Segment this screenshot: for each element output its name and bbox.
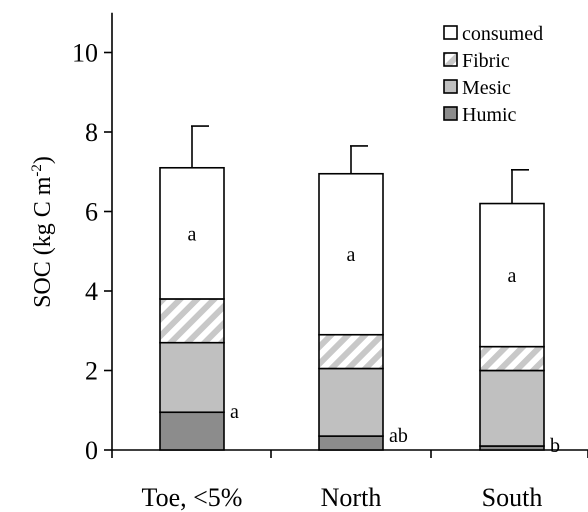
y-tick-label: 10	[72, 39, 98, 68]
y-axis-title-close: )	[30, 156, 56, 164]
legend-label-consumed: consumed	[462, 23, 543, 45]
error-bars	[191, 125, 529, 204]
bars	[159, 166, 545, 451]
legend-swatch-humic	[443, 106, 458, 121]
legend-label-mesic: Mesic	[462, 77, 511, 99]
x-axis: Toe, <5% North South	[111, 449, 588, 512]
legend: consumed Fibric Mesic Humic	[443, 23, 543, 126]
consumed-significance-label: a	[347, 244, 356, 266]
y-axis-title: SOC (kg C m-2)	[29, 156, 56, 308]
y-axis-title-main: SOC (kg C m	[30, 176, 56, 308]
y-tick-label: 6	[85, 198, 98, 227]
bar-segment-consumed	[318, 172, 384, 336]
y-tick-label: 2	[85, 357, 98, 386]
consumed-significance-label: a	[188, 223, 197, 245]
legend-swatch-mesic	[443, 79, 458, 94]
x-tick-label: North	[321, 483, 382, 512]
y-tick-label: 0	[85, 436, 98, 465]
legend-label-humic: Humic	[462, 104, 517, 126]
bar-segment-consumed	[479, 202, 545, 348]
bar-segment-mesic	[318, 367, 384, 437]
legend-swatch-consumed	[443, 25, 458, 40]
y-axis-title-superscript: -2	[29, 164, 45, 177]
humic-significance-label: b	[550, 435, 560, 457]
bar-segment-humic	[159, 411, 225, 451]
bar-segment-fibric	[479, 345, 545, 372]
bar-segment-fibric	[159, 298, 225, 344]
consumed-significance-label: a	[508, 265, 517, 287]
bar-segment-mesic	[479, 369, 545, 447]
humic-significance-label: a	[230, 401, 239, 423]
y-tick-label: 4	[85, 277, 98, 306]
x-tick-label: Toe, <5%	[142, 483, 243, 512]
legend-label-fibric: Fibric	[462, 50, 510, 72]
y-tick-label: 8	[85, 118, 98, 147]
bar-segment-humic	[318, 435, 384, 451]
y-axis: 0 2 4 6 8 10	[72, 12, 113, 465]
humic-significance-label: ab	[389, 425, 408, 447]
legend-swatch-fibric	[443, 52, 458, 67]
bar-segment-fibric	[318, 333, 384, 370]
bar-segment-consumed	[159, 166, 225, 300]
x-tick-label: South	[482, 483, 543, 512]
bar-segment-mesic	[159, 341, 225, 414]
